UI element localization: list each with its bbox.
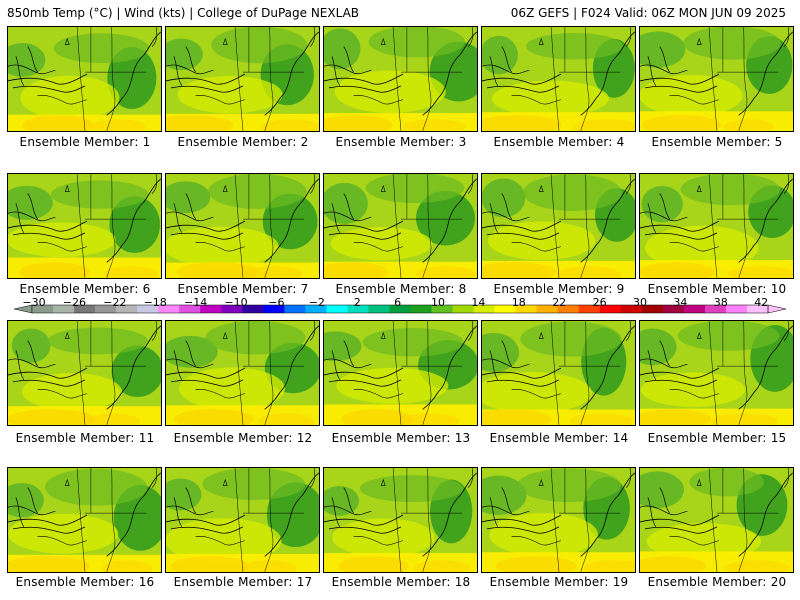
ensemble-member-label: Ensemble Member: 6 <box>19 282 151 296</box>
colorbar-tick-label: 2 <box>353 296 361 309</box>
colorbar-tick-label: 30 <box>633 296 647 309</box>
colorbar-tick-label: −18 <box>143 296 167 309</box>
colorbar-segment <box>347 305 369 313</box>
colorbar-tick-label: 34 <box>673 296 688 309</box>
colorbar-tick-label: −30 <box>22 296 46 309</box>
colorbar-tick-label: 26 <box>592 296 607 309</box>
colorbar-segment <box>599 305 622 313</box>
ensemble-map-panel <box>481 173 636 279</box>
colorbar-segment <box>746 305 769 313</box>
colorbar-tick-label: 42 <box>754 296 769 309</box>
colorbar-segment <box>32 305 54 313</box>
colorbar-tick-label: −26 <box>62 296 86 309</box>
ensemble-member-label: Ensemble Member: 5 <box>651 135 783 149</box>
ensemble-member-label: Ensemble Member: 1 <box>19 135 151 149</box>
colorbar-segment <box>53 305 75 313</box>
colorbar-segment <box>536 305 559 313</box>
ensemble-map-panel <box>165 173 320 279</box>
colorbar-tick-label: −6 <box>268 296 285 309</box>
ensemble-map-panel <box>639 320 794 426</box>
colorbar-tick-label: −2 <box>308 296 325 309</box>
ensemble-member-label: Ensemble Member: 13 <box>331 431 471 445</box>
colorbar-segment <box>74 305 96 313</box>
colorbar-segment <box>557 305 580 313</box>
ensemble-map-panel <box>7 467 162 573</box>
colorbar-segment <box>662 305 685 313</box>
colorbar-segment <box>641 305 664 313</box>
colorbar-tick-label: 22 <box>552 296 567 309</box>
colorbar-segment <box>95 305 117 313</box>
ensemble-map-panel <box>7 173 162 279</box>
colorbar-segment <box>431 305 453 313</box>
colorbar-segment <box>410 305 432 313</box>
colorbar-tick-label: −22 <box>103 296 127 309</box>
colorbar-segment <box>725 305 748 313</box>
colorbar-segment <box>179 305 201 313</box>
ensemble-map-panel <box>323 173 478 279</box>
ensemble-map-panel <box>323 320 478 426</box>
temperature-colorbar <box>13 304 787 314</box>
ensemble-map-panel <box>7 26 162 132</box>
colorbar-segment <box>158 305 180 313</box>
ensemble-member-label: Ensemble Member: 15 <box>647 431 787 445</box>
ensemble-map-panel <box>481 467 636 573</box>
model-run-info: 06Z GEFS | F024 Valid: 06Z MON JUN 09 20… <box>510 6 786 20</box>
ensemble-member-label: Ensemble Member: 10 <box>647 282 787 296</box>
colorbar-tick-label: 6 <box>394 296 402 309</box>
ensemble-member-label: Ensemble Member: 8 <box>335 282 467 296</box>
ensemble-member-label: Ensemble Member: 12 <box>173 431 313 445</box>
colorbar-segment <box>494 305 516 313</box>
colorbar-segment <box>116 305 138 313</box>
colorbar-segment <box>284 305 306 313</box>
ensemble-map-panel <box>639 173 794 279</box>
ensemble-member-label: Ensemble Member: 2 <box>177 135 309 149</box>
ensemble-member-label: Ensemble Member: 3 <box>335 135 467 149</box>
ensemble-map-panel <box>481 26 636 132</box>
colorbar-segment <box>578 305 601 313</box>
ensemble-member-label: Ensemble Member: 18 <box>331 575 471 589</box>
colorbar-segment <box>368 305 390 313</box>
colorbar-segment <box>221 305 243 313</box>
colorbar-segment <box>683 305 706 313</box>
chart-title: 850mb Temp (°C) | Wind (kts) | College o… <box>7 6 360 20</box>
ensemble-map-panel <box>639 26 794 132</box>
colorbar-segment <box>263 305 285 313</box>
ensemble-map-panel <box>7 320 162 426</box>
colorbar-segment <box>242 305 264 313</box>
colorbar-segment <box>137 305 159 313</box>
colorbar-segment <box>200 305 222 313</box>
colorbar-tick-label: −14 <box>183 296 208 309</box>
ensemble-member-label: Ensemble Member: 16 <box>15 575 155 589</box>
colorbar-tick-label: 14 <box>471 296 486 309</box>
ensemble-member-label: Ensemble Member: 9 <box>493 282 625 296</box>
ensemble-map-panel <box>165 26 320 132</box>
ensemble-member-label: Ensemble Member: 14 <box>489 431 629 445</box>
ensemble-member-label: Ensemble Member: 17 <box>173 575 313 589</box>
colorbar-segment <box>389 305 411 313</box>
ensemble-map-panel <box>481 320 636 426</box>
ensemble-member-label: Ensemble Member: 4 <box>493 135 625 149</box>
ensemble-member-label: Ensemble Member: 19 <box>489 575 629 589</box>
colorbar-segment <box>473 305 495 313</box>
colorbar-segment <box>326 305 348 313</box>
colorbar-tick-label: 18 <box>511 296 526 309</box>
colorbar-tick-label: 10 <box>431 296 445 309</box>
ensemble-map-panel <box>165 320 320 426</box>
ensemble-member-label: Ensemble Member: 7 <box>177 282 309 296</box>
ensemble-member-label: Ensemble Member: 20 <box>647 575 787 589</box>
ensemble-map-panel <box>639 467 794 573</box>
ensemble-map-panel <box>165 467 320 573</box>
colorbar-tick-label: 38 <box>713 296 728 309</box>
colorbar-segment <box>620 305 643 313</box>
ensemble-member-label: Ensemble Member: 11 <box>15 431 155 445</box>
colorbar-segment <box>704 305 727 313</box>
ensemble-map-panel <box>323 26 478 132</box>
colorbar-segment <box>515 305 537 313</box>
ensemble-map-panel <box>323 467 478 573</box>
colorbar-tick-label: −10 <box>224 296 248 309</box>
colorbar-segment <box>305 305 327 313</box>
colorbar-segment <box>452 305 474 313</box>
